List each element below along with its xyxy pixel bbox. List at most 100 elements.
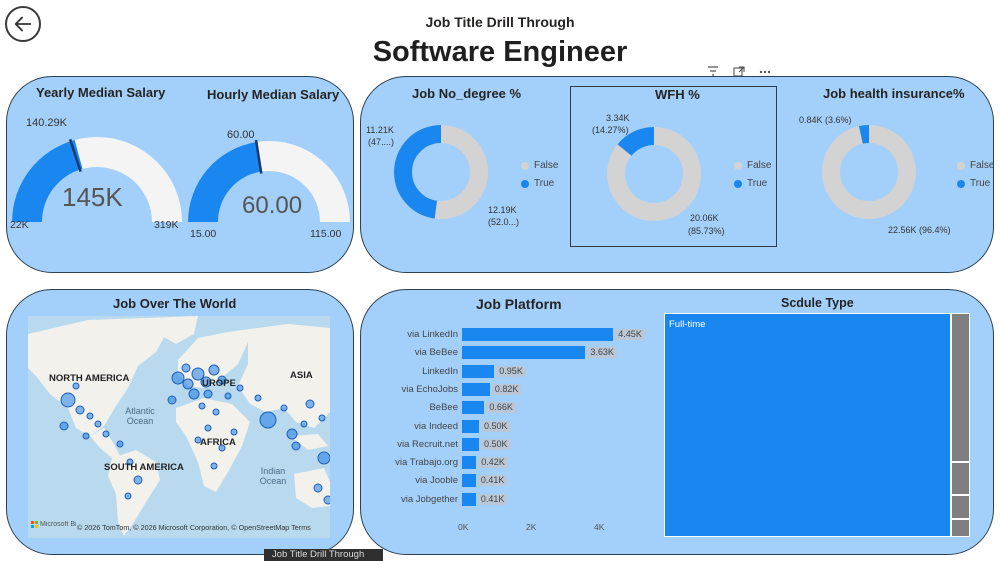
job-platform-title: Job Platform <box>476 296 562 312</box>
job-platform-x-axis: 0K 2K 4K <box>458 522 662 534</box>
treemap-full-time[interactable]: Full-time <box>665 314 950 536</box>
legend-true-label: True <box>534 178 555 189</box>
health-legend: False True <box>957 160 994 196</box>
map-land <box>28 316 330 536</box>
health-insurance-title: Job health insurance% <box>823 86 965 101</box>
bar-category-label: via EchoJobs <box>401 383 458 395</box>
bar-category-label: via Jooble <box>415 475 458 487</box>
yearly-salary-title: Yearly Median Salary <box>36 85 166 100</box>
no-degree-true-value: 11.21K <box>366 125 394 135</box>
legend-false-dot <box>734 161 742 170</box>
wfh-selection-frame[interactable] <box>570 86 777 247</box>
treemap-other-3[interactable] <box>952 496 969 518</box>
hourly-min-label: 15.00 <box>190 228 217 240</box>
map-label-africa: AFRICA <box>200 437 236 448</box>
legend-item-false[interactable]: False <box>957 160 994 171</box>
filter-icon[interactable] <box>706 66 720 78</box>
platform-bar[interactable] <box>462 437 479 451</box>
yearly-max-label: 319K <box>154 219 179 231</box>
map-label-europe: UROPE <box>202 378 236 389</box>
bing-logo-text: Microsoft Bing <box>40 521 76 528</box>
wfh-true-pct: (14.27%) <box>592 125 629 135</box>
yearly-salary-gauge[interactable] <box>8 120 186 226</box>
more-options-icon[interactable] <box>758 66 772 78</box>
legend-true-label: True <box>970 178 991 189</box>
wfh-true-slice <box>607 127 701 221</box>
no-degree-donut[interactable] <box>393 124 489 220</box>
legend-item-false[interactable]: False <box>734 160 771 171</box>
health-insurance-donut[interactable] <box>821 124 917 220</box>
bar-value-label: 0.82K <box>491 383 522 395</box>
hourly-gauge-target <box>254 139 263 174</box>
no-degree-title: Job No_degree % <box>412 86 522 101</box>
wfh-false-pct: (85.73%) <box>688 226 725 236</box>
treemap-other-4[interactable] <box>952 520 969 536</box>
map-title: Job Over The World <box>113 296 237 311</box>
drill-tooltip: Job Title Drill Through <box>264 549 383 561</box>
map-label-atlantic: Atlantic Ocean <box>125 406 155 426</box>
legend-true-dot <box>521 179 529 188</box>
no-degree-true-slice <box>394 125 488 219</box>
treemap-other-2[interactable] <box>952 463 969 494</box>
bar-value-label: 0.66K <box>486 402 516 414</box>
schedule-treemap: Full-time <box>664 313 970 537</box>
bar-category-label: via Jobgether <box>400 493 458 505</box>
platform-bar[interactable] <box>462 492 476 506</box>
no-degree-legend: False True <box>521 160 558 196</box>
platform-bar[interactable] <box>462 419 479 433</box>
page-title: Software Engineer <box>372 36 628 68</box>
platform-bar[interactable] <box>462 401 485 415</box>
bar-value-label: 4.45K <box>615 329 645 340</box>
bing-logo: Microsoft Bing <box>31 521 76 528</box>
donut-panel <box>360 76 994 273</box>
platform-bar[interactable] <box>462 474 476 488</box>
legend-false-label: False <box>747 160 772 171</box>
yearly-gauge-target <box>68 138 82 172</box>
legend-item-true[interactable]: True <box>521 178 558 189</box>
health-true-slice <box>822 125 916 219</box>
legend-item-true[interactable]: True <box>734 178 771 189</box>
legend-false-dot <box>521 161 529 170</box>
world-map[interactable]: NORTH AMERICA UROPE ASIA AFRICA SOUTH AM… <box>28 316 330 538</box>
platform-bar[interactable] <box>462 364 495 378</box>
map-label-north-america: NORTH AMERICA <box>49 373 130 384</box>
legend-item-true[interactable]: True <box>957 178 994 189</box>
yearly-min-label: 22K <box>10 219 29 231</box>
x-tick-label: 2K <box>526 522 537 532</box>
no-degree-false-pct: (52.0...) <box>488 217 520 227</box>
platform-bar[interactable] <box>462 346 586 360</box>
hourly-salary-title: Hourly Median Salary <box>207 87 340 102</box>
schedule-type-title: Scdule Type <box>781 296 854 310</box>
hourly-salary-gauge[interactable] <box>184 120 354 226</box>
map-label-asia: ASIA <box>290 370 313 381</box>
legend-true-dot <box>957 179 965 188</box>
legend-true-dot <box>734 179 742 188</box>
map-label-indian: Indian Ocean <box>259 466 287 486</box>
legend-item-false[interactable]: False <box>521 160 558 171</box>
map-bubbles[interactable] <box>59 363 330 505</box>
platform-bar[interactable] <box>462 456 477 470</box>
platform-bar[interactable] <box>462 382 490 396</box>
no-degree-false-value: 12.19K <box>488 205 517 215</box>
bar-category-label: LinkedIn <box>422 365 458 377</box>
x-tick-label: 0K <box>458 522 469 532</box>
microsoft-logo-icon <box>31 521 38 528</box>
platform-bar[interactable] <box>462 328 614 341</box>
legend-false-label: False <box>534 160 559 171</box>
bar-category-label: via BeBee <box>414 347 458 359</box>
yearly-target-label: 140.29K <box>26 117 67 129</box>
health-false-value: 22.56K (96.4%) <box>888 225 951 235</box>
yearly-gauge-fill <box>12 140 83 222</box>
hourly-gauge-fill <box>188 142 261 222</box>
job-platform-chart: via LinkedIn 4.45K via BeBee 3.63K LinkedIn 0… <box>380 326 660 521</box>
bar-category-label: BeBee <box>429 402 458 414</box>
wfh-donut[interactable] <box>606 126 702 222</box>
back-button[interactable] <box>5 6 41 42</box>
visual-toolbar <box>706 66 772 78</box>
health-true-value: 0.84K (3.6%) <box>799 115 852 125</box>
bar-value-label: 0.95K <box>496 365 526 377</box>
treemap-other-1[interactable] <box>952 314 969 461</box>
legend-false-label: False <box>970 160 995 171</box>
bar-category-label: via Trabajo.org <box>395 457 458 469</box>
map-attribution[interactable]: © 2026 TomTom, © 2026 Microsoft Corporat… <box>77 523 311 532</box>
